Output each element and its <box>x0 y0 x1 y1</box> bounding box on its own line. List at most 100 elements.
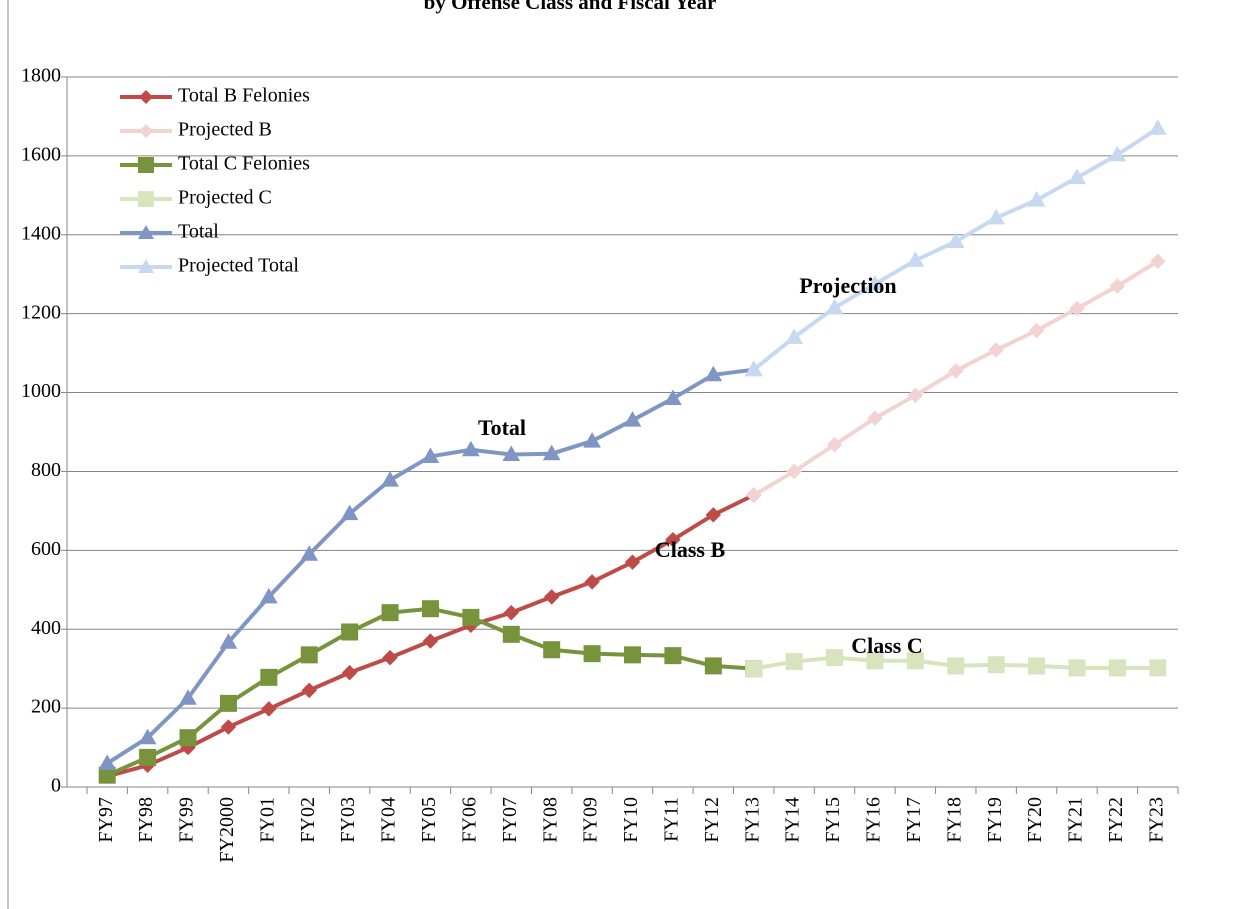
legend-entry: Projected B <box>120 119 272 141</box>
x-tick-label: FY14 <box>782 797 804 843</box>
marker <box>705 507 722 523</box>
marker <box>543 589 560 605</box>
marker <box>421 600 439 618</box>
x-tick-label: FY07 <box>499 797 521 843</box>
marker <box>139 124 153 138</box>
marker <box>826 436 843 453</box>
marker <box>948 363 964 379</box>
marker <box>1149 659 1167 677</box>
marker <box>261 701 277 717</box>
legend-label: Projected C <box>178 187 272 209</box>
marker <box>259 587 278 604</box>
marker <box>947 657 965 675</box>
y-tick-label: 0 <box>51 775 61 797</box>
x-tick-label: FY98 <box>135 797 157 843</box>
marker <box>746 487 762 503</box>
y-tick-label: 200 <box>31 696 61 718</box>
marker <box>300 646 318 664</box>
annotation: Total <box>478 415 526 440</box>
marker <box>664 647 682 665</box>
marker <box>785 653 803 671</box>
legend-label: Total C Felonies <box>178 153 310 175</box>
x-tick-label: FY01 <box>256 797 278 843</box>
y-tick-label: 600 <box>31 538 61 560</box>
marker <box>422 633 439 649</box>
marker <box>1028 657 1046 675</box>
annotation: Class B <box>655 537 726 562</box>
x-tick-label: FY08 <box>539 797 561 843</box>
marker <box>139 90 153 104</box>
marker <box>786 463 802 480</box>
marker <box>260 668 278 686</box>
x-tick-label: FY05 <box>418 797 440 843</box>
marker <box>623 411 642 427</box>
legend-label: Projected B <box>178 119 272 141</box>
marker <box>906 652 924 670</box>
marker <box>301 682 317 699</box>
marker <box>219 694 237 712</box>
marker <box>584 574 600 590</box>
marker <box>1068 659 1086 677</box>
y-tick-label: 800 <box>31 459 61 481</box>
marker <box>1108 659 1126 677</box>
marker <box>906 251 925 267</box>
y-tick-label: 1200 <box>21 301 61 323</box>
y-tick-label: 1800 <box>21 65 61 87</box>
marker <box>381 471 399 487</box>
marker <box>1069 300 1085 317</box>
marker <box>825 298 844 315</box>
x-tick-label: FY06 <box>458 797 480 843</box>
marker <box>503 604 519 621</box>
legend-entry: Projected Total <box>120 255 299 277</box>
marker <box>179 689 197 705</box>
marker <box>381 604 399 622</box>
marker <box>1148 119 1167 135</box>
legend-label: Total B Felonies <box>178 85 310 107</box>
marker <box>300 545 319 561</box>
marker <box>341 664 358 681</box>
marker <box>624 646 641 664</box>
marker <box>907 387 924 404</box>
legend-entry: Total C Felonies <box>120 153 310 175</box>
x-tick-label: FY09 <box>580 797 602 843</box>
marker <box>543 641 561 659</box>
marker <box>988 342 1004 358</box>
x-tick-label: FY23 <box>1145 797 1167 843</box>
marker <box>987 656 1005 674</box>
marker <box>220 719 237 735</box>
legend-label: Projected Total <box>178 255 299 277</box>
series-line <box>106 367 754 766</box>
marker <box>340 504 359 521</box>
marker <box>138 225 154 239</box>
marker <box>462 440 480 457</box>
marker <box>138 728 157 745</box>
marker <box>867 410 883 426</box>
marker <box>179 729 197 747</box>
x-tick-label: FY22 <box>1105 797 1127 843</box>
x-tick-label: FY13 <box>741 797 763 843</box>
x-tick-label: FY21 <box>1065 797 1087 843</box>
marker <box>946 232 965 248</box>
marker <box>704 657 722 675</box>
marker <box>138 157 154 173</box>
marker <box>1027 191 1046 207</box>
x-tick-label: FY16 <box>863 797 885 843</box>
legend-entry: Projected C <box>120 187 272 209</box>
marker <box>665 531 681 548</box>
chart-title: by Offense Class and Fiscal Year <box>424 0 717 14</box>
marker <box>745 660 763 678</box>
marker <box>341 623 359 641</box>
x-tick-label: FY10 <box>620 797 642 843</box>
y-tick-label: 1400 <box>21 222 61 244</box>
x-tick-label: FY12 <box>701 797 723 843</box>
marker <box>624 554 641 570</box>
legend-entry: Total <box>120 221 219 243</box>
marker <box>542 444 561 461</box>
x-tick-label: FY99 <box>176 797 198 843</box>
marker <box>1109 278 1126 294</box>
marker <box>219 633 238 649</box>
marker <box>583 432 601 448</box>
marker <box>704 365 723 382</box>
